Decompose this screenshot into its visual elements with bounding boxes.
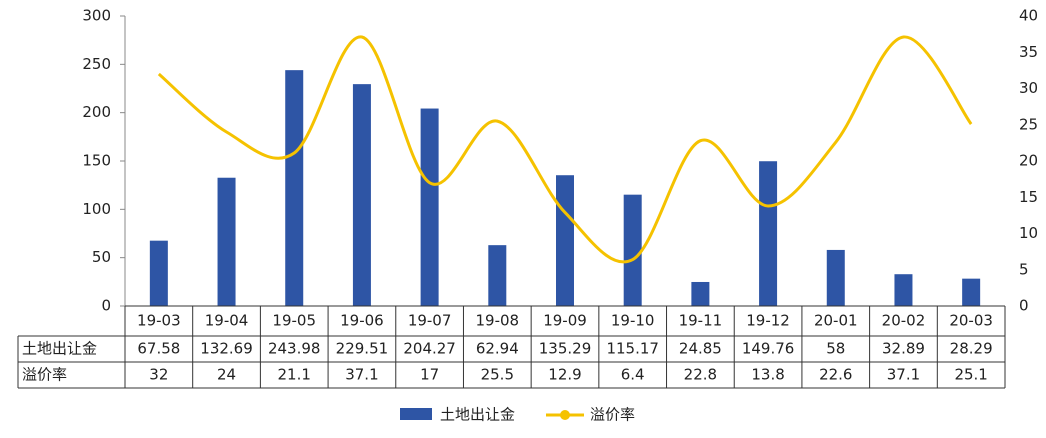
table-cell: 6.4 <box>621 366 645 384</box>
x-tick-label: 19-06 <box>340 312 384 330</box>
x-tick-label: 19-03 <box>137 312 181 330</box>
y-tick-label: 300 <box>82 7 111 25</box>
table-cell: 37.1 <box>345 366 378 384</box>
bar <box>691 281 710 306</box>
bar <box>962 278 981 306</box>
x-tick-label: 20-02 <box>882 312 926 330</box>
table-cell: 62.94 <box>476 340 519 358</box>
x-tick-label: 19-11 <box>679 312 723 330</box>
table-cell: 58 <box>826 340 845 358</box>
y2-tick-label: 40 <box>1019 7 1038 25</box>
table-cell: 67.58 <box>137 340 180 358</box>
table-cell: 24.85 <box>679 340 722 358</box>
y-tick-label: 0 <box>101 297 111 315</box>
bar <box>488 245 507 306</box>
y2-tick-label: 10 <box>1019 224 1038 242</box>
table-cell: 243.98 <box>268 340 321 358</box>
y-tick-label: 150 <box>82 152 111 170</box>
x-tick-label: 19-08 <box>476 312 520 330</box>
line <box>157 35 973 264</box>
x-tick-label: 20-03 <box>949 312 993 330</box>
table-cell: 21.1 <box>278 366 311 384</box>
y2-tick-label: 30 <box>1019 79 1038 97</box>
bar <box>149 240 168 306</box>
table-cell: 149.76 <box>742 340 795 358</box>
table-cell: 28.29 <box>950 340 993 358</box>
table-cell: 115.17 <box>606 340 659 358</box>
bar <box>285 70 304 306</box>
y2-tick-label: 35 <box>1019 43 1038 61</box>
legend-swatch <box>400 408 432 420</box>
bar <box>217 177 236 306</box>
bar <box>826 249 845 306</box>
table-cell: 132.69 <box>200 340 253 358</box>
y-tick-label: 250 <box>82 55 111 73</box>
legend-swatch <box>560 410 570 420</box>
x-tick-label: 19-04 <box>205 312 249 330</box>
table-cell: 13.8 <box>751 366 784 384</box>
x-tick-label: 19-07 <box>408 312 452 330</box>
bar <box>556 175 574 306</box>
x-tick-label: 20-01 <box>814 312 858 330</box>
bar <box>623 194 642 306</box>
bar <box>894 274 913 306</box>
table-cell: 17 <box>420 366 439 384</box>
table-cell: 25.5 <box>481 366 514 384</box>
x-tick-label: 19-09 <box>543 312 587 330</box>
table-cell: 22.6 <box>819 366 852 384</box>
table-cell: 32 <box>149 366 168 384</box>
table-cell: 32.89 <box>882 340 925 358</box>
x-tick-label: 19-10 <box>611 312 655 330</box>
table-cell: 135.29 <box>539 340 592 358</box>
y-tick-label: 50 <box>92 248 111 266</box>
bar <box>352 84 371 306</box>
table-cell: 12.9 <box>548 366 581 384</box>
y-tick-label: 100 <box>82 200 111 218</box>
y2-tick-label: 5 <box>1019 260 1029 278</box>
table-cell: 229.51 <box>336 340 389 358</box>
table-cell: 204.27 <box>403 340 456 358</box>
table-row-label: 土地出让金 <box>22 340 97 358</box>
table-cell: 22.8 <box>684 366 717 384</box>
x-tick-label: 19-05 <box>272 312 316 330</box>
table-cell: 37.1 <box>887 366 920 384</box>
table-cell: 24 <box>217 366 236 384</box>
table-cell: 25.1 <box>954 366 987 384</box>
y2-tick-label: 0 <box>1019 297 1029 315</box>
legend-label: 溢价率 <box>590 406 635 424</box>
legend-label: 土地出让金 <box>440 406 515 424</box>
table-row-label: 溢价率 <box>22 366 67 384</box>
y2-tick-label: 25 <box>1019 115 1038 133</box>
y2-tick-label: 20 <box>1019 152 1038 170</box>
bar <box>420 108 439 306</box>
y2-tick-label: 15 <box>1019 188 1038 206</box>
bar <box>759 161 778 306</box>
x-tick-label: 19-12 <box>746 312 790 330</box>
y-tick-label: 200 <box>82 103 111 121</box>
